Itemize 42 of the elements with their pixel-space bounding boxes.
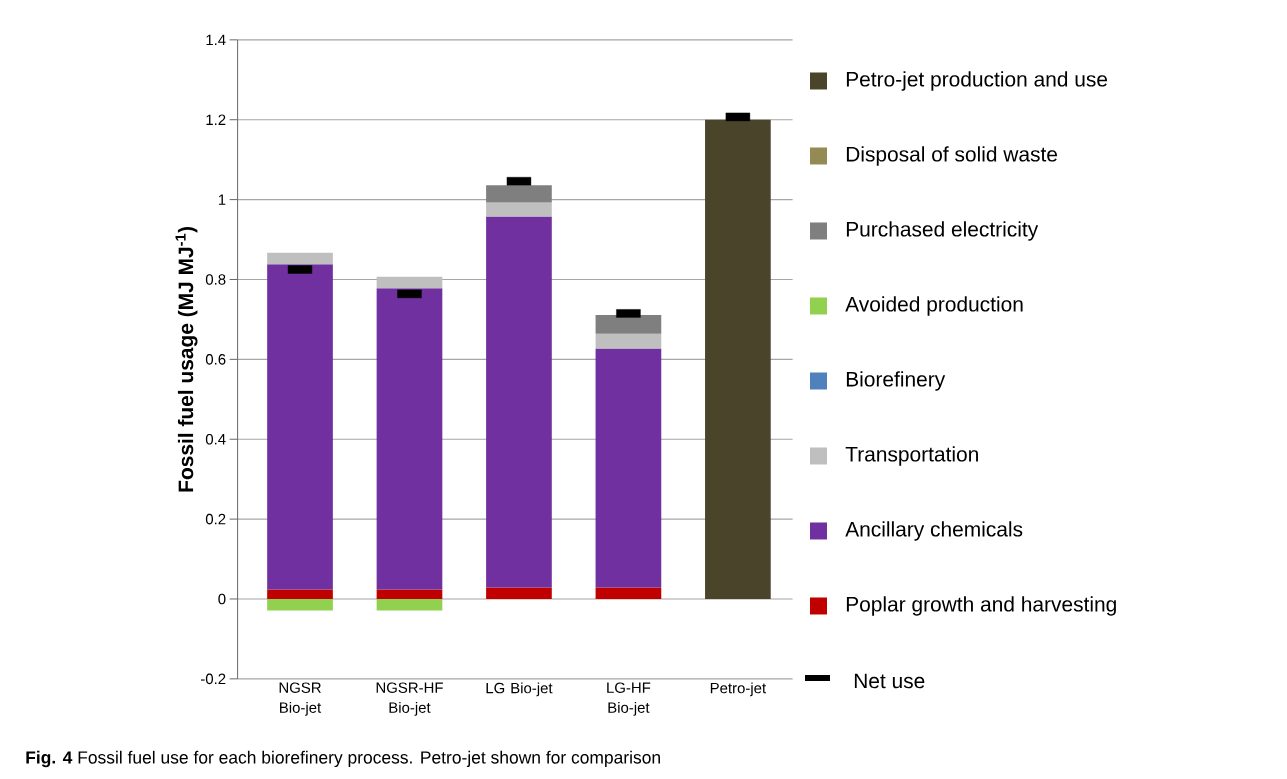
legend-label: Petro-jet production and use [846, 71, 1108, 91]
bar [486, 587, 552, 599]
y-tick-label: 0.8 [205, 274, 226, 285]
bar [267, 598, 333, 611]
x-tick-label: Petro-jet [710, 682, 767, 697]
legend-label: Poplar growth and harvesting [846, 596, 1116, 616]
y-tick-label: 0.6 [205, 354, 226, 365]
y-tick-label: 1 [218, 194, 226, 205]
bar [486, 202, 552, 217]
bar [595, 333, 662, 349]
y-tick-label: 0.4 [205, 433, 226, 445]
y-tick-label: 0.2 [205, 513, 226, 525]
legend-label: Transportation [845, 446, 978, 466]
x-tick-label: LG-HF Bio-jet [607, 682, 651, 716]
bar [267, 589, 333, 599]
x-tick-label: NGSR-HF Bio-jet [376, 682, 443, 716]
text: Fossil fuel usage (MJ MJ$^{-1}$) [175, 226, 198, 492]
x-tick-label: LG Bio-jet [486, 682, 553, 697]
bar [595, 315, 662, 334]
legend-label: Ancillary chemicals [845, 521, 1023, 541]
y-tick-label: 1.2 [206, 114, 226, 125]
bar [376, 589, 443, 599]
bar [595, 348, 662, 588]
bar [486, 216, 552, 588]
legend-label: Disposal of solid waste [846, 146, 1058, 166]
bar [376, 276, 443, 289]
y-tick-label: 1.4 [206, 34, 226, 45]
legend-label: Purchased electricity [846, 221, 1039, 241]
bar [376, 598, 443, 611]
legend-label: Biorefinery [846, 371, 946, 391]
y-tick-label: 0 [218, 593, 226, 605]
bar [486, 185, 552, 203]
bar [705, 119, 771, 599]
legend-label: Avoided production [845, 296, 1023, 316]
bar [595, 587, 662, 599]
legend-label: Net use [854, 673, 925, 689]
x-tick-label: NGSR Bio-jet [279, 682, 322, 716]
y-tick-label: -0.2 [201, 673, 226, 685]
bar [267, 252, 333, 265]
text: Fig. 4 Fossil fuel use for each biorefinery process. Petro-jet shown for comparison [26, 750, 660, 768]
bar [267, 264, 333, 590]
bar [376, 288, 443, 590]
